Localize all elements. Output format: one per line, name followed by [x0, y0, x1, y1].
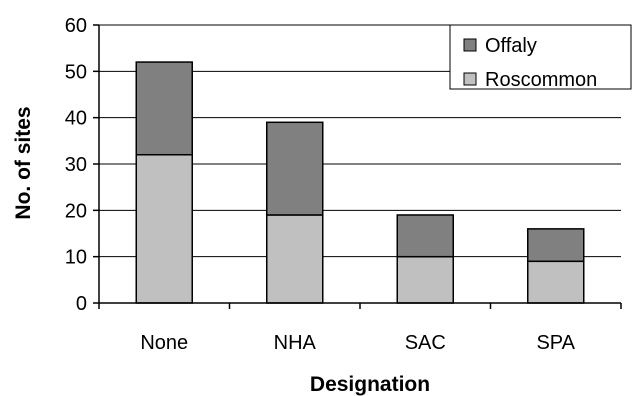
x-tick-label: None [140, 332, 188, 354]
x-tick-label: SAC [405, 332, 446, 354]
bar-roscommon-sac [396, 255, 454, 304]
x-tick-labels: None NHA SAC SPA [140, 332, 575, 354]
bar-offaly-spa [527, 228, 585, 263]
x-axis-title: Designation [310, 373, 430, 396]
legend-box [449, 24, 632, 90]
legend: Offaly Roscommon [449, 24, 632, 91]
bar-roscommon-nha [266, 214, 324, 304]
legend-label-roscommon: Roscommon [485, 69, 597, 91]
x-tick-label: SPA [536, 332, 575, 354]
axes [93, 24, 622, 309]
legend-swatch-roscommon [463, 72, 477, 86]
y-tick-label: 60 [65, 15, 87, 37]
bars [135, 61, 585, 304]
bar-offaly-none [135, 61, 193, 156]
y-tick-label: 0 [76, 293, 87, 315]
legend-label-offaly: Offaly [485, 35, 537, 57]
bar-offaly-nha [266, 121, 324, 216]
y-tick-label: 10 [65, 247, 87, 269]
y-axis-title: No. of sites [12, 106, 35, 219]
y-tick-label: 50 [65, 61, 87, 83]
y-tick-label: 20 [65, 200, 87, 222]
y-tick-label: 30 [65, 154, 87, 176]
bar-roscommon-spa [527, 260, 585, 304]
y-tick-label: 40 [65, 108, 87, 130]
legend-swatch-offaly [463, 38, 477, 52]
x-tick-label: NHA [274, 332, 317, 354]
bar-offaly-sac [396, 214, 454, 258]
bar-roscommon-none [135, 153, 193, 304]
y-tick-labels: 0 10 20 30 40 50 60 [65, 15, 87, 315]
